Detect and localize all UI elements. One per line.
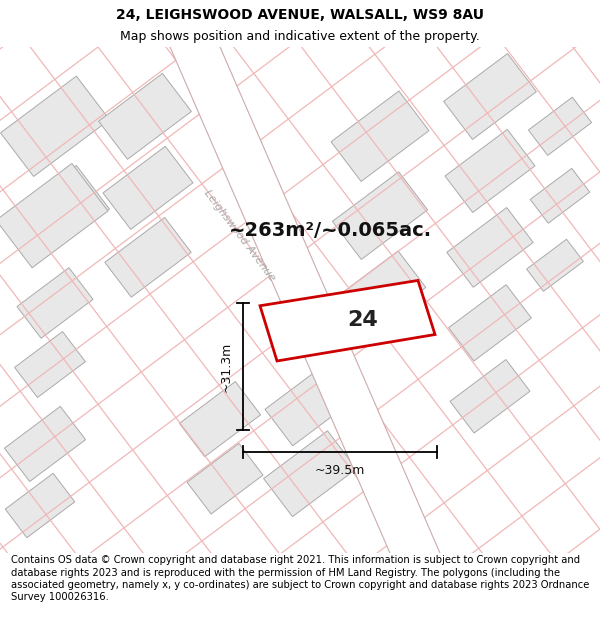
Text: ~263m²/~0.065ac.: ~263m²/~0.065ac.	[229, 221, 431, 241]
Polygon shape	[443, 54, 536, 139]
Text: Leighswood Avenue: Leighswood Avenue	[202, 188, 278, 283]
Polygon shape	[527, 239, 583, 291]
Polygon shape	[449, 284, 532, 361]
Polygon shape	[263, 431, 356, 517]
Polygon shape	[260, 281, 435, 361]
Polygon shape	[529, 97, 592, 156]
Polygon shape	[105, 217, 191, 297]
Polygon shape	[170, 47, 440, 553]
Polygon shape	[187, 443, 263, 514]
Text: 24, LEIGHSWOOD AVENUE, WALSALL, WS9 8AU: 24, LEIGHSWOOD AVENUE, WALSALL, WS9 8AU	[116, 8, 484, 22]
Text: ~31.3m: ~31.3m	[220, 342, 233, 392]
Polygon shape	[265, 362, 355, 446]
Polygon shape	[14, 331, 85, 398]
Text: ~39.5m: ~39.5m	[315, 464, 365, 477]
Polygon shape	[530, 168, 590, 223]
Polygon shape	[98, 74, 191, 159]
Polygon shape	[447, 208, 533, 288]
Polygon shape	[332, 172, 428, 259]
Text: 24: 24	[347, 311, 378, 331]
Polygon shape	[0, 164, 108, 268]
Polygon shape	[103, 146, 193, 229]
Polygon shape	[179, 381, 260, 457]
Polygon shape	[4, 406, 86, 481]
Polygon shape	[1, 166, 109, 266]
Polygon shape	[445, 129, 535, 213]
Polygon shape	[17, 268, 93, 338]
Polygon shape	[331, 91, 429, 181]
Polygon shape	[1, 76, 109, 176]
Text: Map shows position and indicative extent of the property.: Map shows position and indicative extent…	[120, 31, 480, 44]
Polygon shape	[334, 251, 426, 335]
Text: Contains OS data © Crown copyright and database right 2021. This information is : Contains OS data © Crown copyright and d…	[11, 555, 589, 602]
Polygon shape	[450, 359, 530, 433]
Polygon shape	[5, 473, 75, 538]
